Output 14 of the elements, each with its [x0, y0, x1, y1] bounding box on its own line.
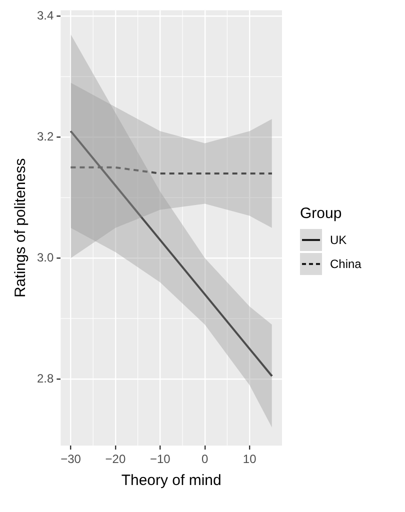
y-tick-label: 2.8: [36, 371, 54, 386]
y-tick-label: 3.0: [36, 250, 54, 264]
y-axis-title: Ratings of politeness: [12, 158, 30, 298]
x-axis-title: Theory of mind: [121, 472, 222, 490]
x-tick-label: 0: [202, 452, 209, 466]
x-tick-label: −10: [150, 452, 171, 466]
legend-label: UK: [330, 233, 347, 247]
x-tick-label: −20: [105, 452, 126, 466]
x-tick-label: 10: [242, 452, 257, 466]
legend-label: China: [330, 257, 362, 271]
x-tick-label: −30: [60, 452, 82, 466]
y-tick-label: 3.2: [36, 130, 54, 144]
y-tick-label: 3.4: [36, 8, 54, 23]
legend-title: Group: [300, 205, 343, 222]
